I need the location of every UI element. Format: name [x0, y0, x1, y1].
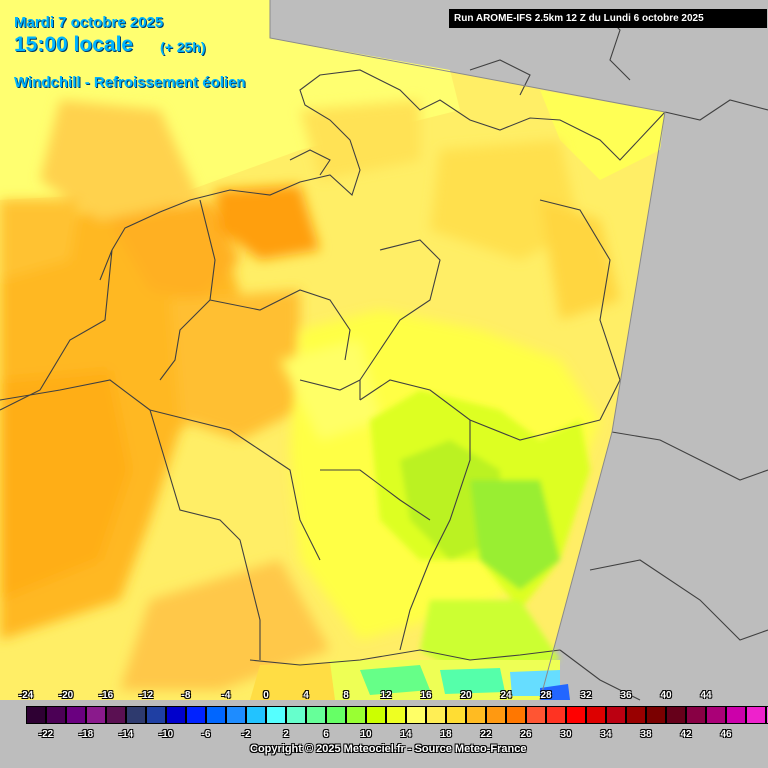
legend-swatch: [166, 706, 186, 724]
border-nl-de: [159, 199, 216, 381]
legend-swatch: [246, 706, 266, 724]
legend-swatch: [226, 706, 246, 724]
domain-edge: [269, 0, 666, 701]
legend-tick-top: 20: [460, 690, 472, 701]
legend-swatch: [386, 706, 406, 724]
legend-swatch: [526, 706, 546, 724]
legend-tick-top: 8: [343, 690, 349, 701]
color-legend: -24 -20 -16 -12 -8 -4 0 4 8 12 16 20 24 28 32 36 40 44 -22…: [0, 686, 768, 768]
legend-swatch: [66, 706, 86, 724]
legend-swatch: [686, 706, 706, 724]
legend-swatch: [706, 706, 726, 724]
legend-swatch: [326, 706, 346, 724]
legend-tick-bottom: 38: [640, 729, 652, 740]
legend-swatch: [746, 706, 766, 724]
legend-swatch: [586, 706, 606, 724]
alps-zone: [250, 660, 570, 700]
legend-tick-top: 32: [580, 690, 592, 701]
legend-swatch: [626, 706, 646, 724]
legend-tick-bottom: 14: [400, 729, 412, 740]
legend-tick-top: -4: [221, 690, 231, 701]
copyright-text: Copyright © 2025 Meteociel.fr - Source M…: [250, 743, 527, 755]
coastline: [111, 69, 666, 251]
legend-tick-bottom: 46: [720, 729, 732, 740]
legend-tick-bottom: 42: [680, 729, 692, 740]
outer-border-east: [664, 99, 768, 121]
legend-tick-bottom: -14: [118, 729, 134, 740]
legend-tick-top: 4: [303, 690, 309, 701]
legend-swatch: [266, 706, 286, 724]
legend-swatch: [306, 706, 326, 724]
legend-tick-top: 16: [420, 690, 432, 701]
legend-swatch: [446, 706, 466, 724]
legend-tick-bottom: 10: [360, 729, 372, 740]
legend-tick-bottom: 18: [440, 729, 452, 740]
legend-swatch: [766, 706, 768, 724]
legend-tick-top: -24: [18, 690, 34, 701]
legend-tick-top: -20: [58, 690, 74, 701]
legend-swatch: [726, 706, 746, 724]
legend-tick-bottom: -6: [201, 729, 211, 740]
parameter-title: Windchill - Refroissement éolien: [14, 74, 246, 91]
legend-tick-top: 36: [620, 690, 632, 701]
legend-swatch: [546, 706, 566, 724]
legend-swatch: [346, 706, 366, 724]
border-fr-de: [0, 379, 261, 660]
legend-tick-top: 44: [700, 690, 712, 701]
legend-tick-top: -8: [181, 690, 191, 701]
legend-swatch: [286, 706, 306, 724]
forecast-offset: (+ 25h): [160, 39, 206, 55]
legend-swatch: [566, 706, 586, 724]
legend-tick-bottom: 34: [600, 729, 612, 740]
legend-tick-top: -12: [138, 690, 154, 701]
legend-swatch: [666, 706, 686, 724]
legend-swatch: [466, 706, 486, 724]
legend-swatch: [186, 706, 206, 724]
legend-tick-bottom: -22: [38, 729, 54, 740]
legend-swatch: [406, 706, 426, 724]
legend-swatch: [366, 706, 386, 724]
legend-tick-bottom: 6: [323, 729, 329, 740]
legend-swatch: [126, 706, 146, 724]
legend-tick-top: 24: [500, 690, 512, 701]
borders: [0, 9, 768, 701]
warm-zone-north: [215, 185, 320, 260]
legend-tick-bottom: 2: [283, 729, 289, 740]
legend-swatch: [646, 706, 666, 724]
legend-swatch: [426, 706, 446, 724]
legend-swatch: [106, 706, 126, 724]
model-domain: [0, 0, 665, 700]
legend-swatch: [206, 706, 226, 724]
legend-tick-bottom: -10: [158, 729, 174, 740]
legend-tick-top: 12: [380, 690, 392, 701]
legend-tick-top: 28: [540, 690, 552, 701]
legend-tick-bottom: -2: [241, 729, 251, 740]
legend-swatch: [506, 706, 526, 724]
legend-tick-bottom: 22: [480, 729, 492, 740]
forecast-time: 15:00 locale: [14, 33, 134, 56]
border-de-pl: [539, 199, 621, 421]
legend-tick-top: -16: [98, 690, 114, 701]
legend-swatch: [46, 706, 66, 724]
legend-swatch: [606, 706, 626, 724]
legend-swatch: [26, 706, 46, 724]
legend-tick-top: 0: [263, 690, 269, 701]
legend-tick-bottom: -18: [78, 729, 94, 740]
run-info-banner: Run AROME-IFS 2.5km 12 Z du Lundi 6 octo…: [449, 9, 767, 28]
legend-tick-bottom: 30: [560, 729, 572, 740]
legend-tick-top: 40: [660, 690, 672, 701]
legend-swatch: [486, 706, 506, 724]
legend-swatch: [86, 706, 106, 724]
legend-swatch: [146, 706, 166, 724]
forecast-date: Mardi 7 octobre 2025: [14, 14, 164, 31]
legend-tick-bottom: 26: [520, 729, 532, 740]
border-be: [149, 409, 321, 561]
